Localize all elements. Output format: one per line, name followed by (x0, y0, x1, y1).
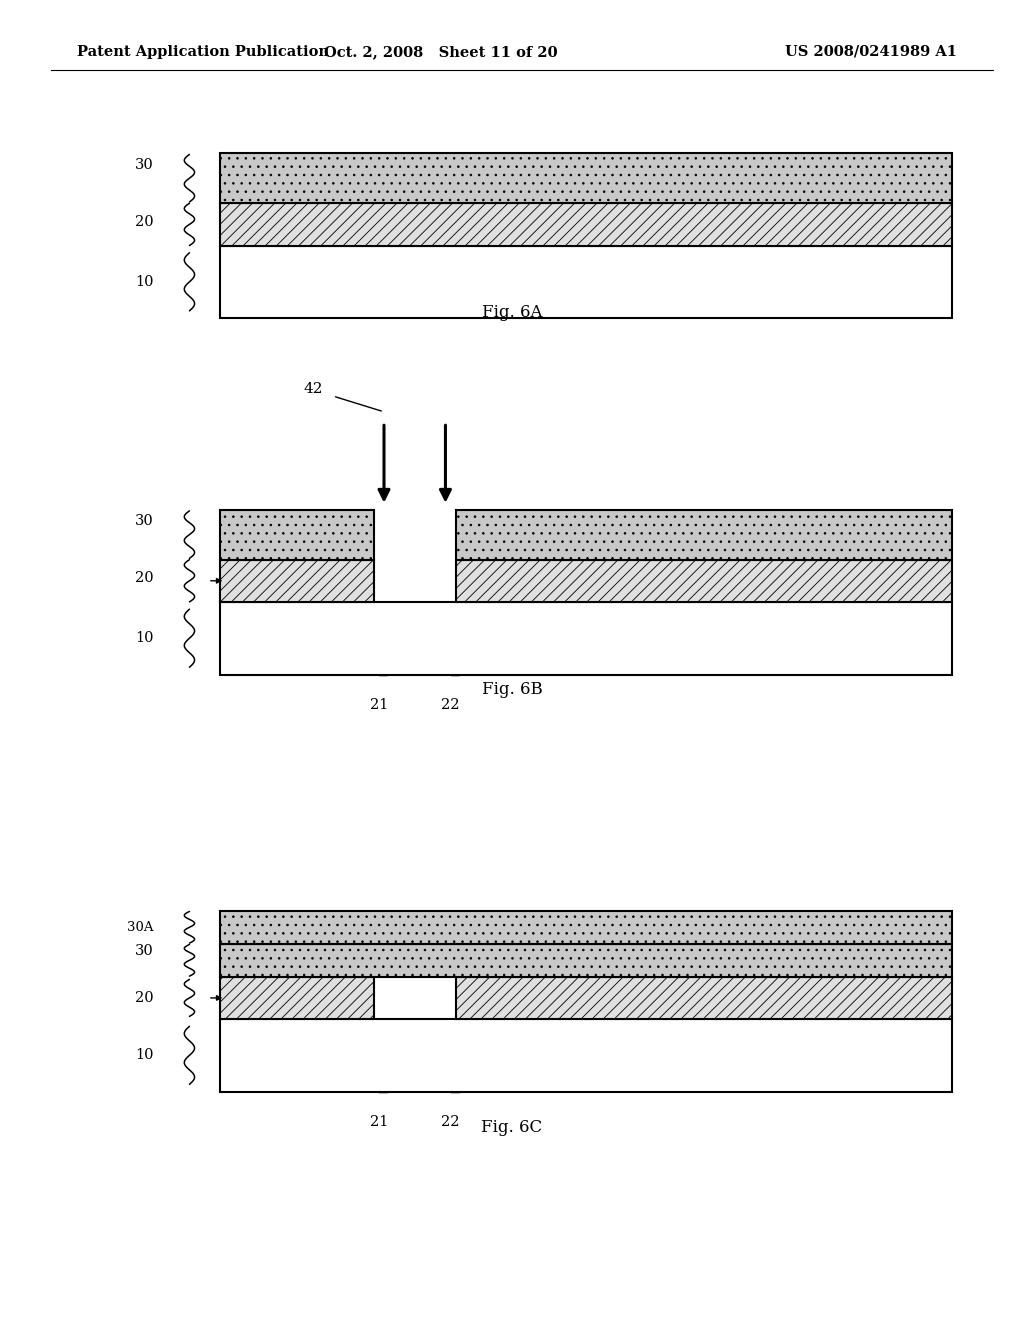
Text: Fig. 6A: Fig. 6A (481, 304, 543, 321)
Text: 10: 10 (135, 631, 154, 645)
Text: 30: 30 (135, 944, 154, 958)
Bar (220, 1019, 952, 1092)
Text: 21: 21 (370, 698, 388, 713)
Text: Fig. 6C: Fig. 6C (481, 1119, 543, 1137)
Bar (220, 944, 952, 977)
Bar (220, 203, 952, 246)
Text: 30: 30 (135, 513, 154, 528)
Text: 20: 20 (135, 991, 154, 1005)
Text: US 2008/0241989 A1: US 2008/0241989 A1 (785, 45, 957, 59)
Text: 22: 22 (441, 698, 460, 713)
Bar (220, 510, 374, 560)
Text: 30A: 30A (127, 921, 154, 933)
Text: 22: 22 (441, 1115, 460, 1130)
Text: Fig. 6B: Fig. 6B (481, 681, 543, 698)
Text: 20: 20 (135, 215, 154, 228)
Bar (456, 977, 952, 1019)
Bar (456, 510, 952, 560)
Bar (220, 246, 952, 318)
Text: 10: 10 (135, 1048, 154, 1063)
Text: 42: 42 (303, 383, 323, 396)
Text: Oct. 2, 2008   Sheet 11 of 20: Oct. 2, 2008 Sheet 11 of 20 (324, 45, 557, 59)
Text: 20: 20 (135, 572, 154, 585)
Text: 21: 21 (370, 1115, 388, 1130)
Text: 10: 10 (135, 275, 154, 289)
Text: 30: 30 (135, 157, 154, 172)
Bar (220, 911, 952, 944)
Bar (220, 153, 952, 203)
Bar (220, 560, 374, 602)
Bar (220, 602, 952, 675)
Bar (456, 560, 952, 602)
Text: Patent Application Publication: Patent Application Publication (77, 45, 329, 59)
Bar (220, 977, 374, 1019)
